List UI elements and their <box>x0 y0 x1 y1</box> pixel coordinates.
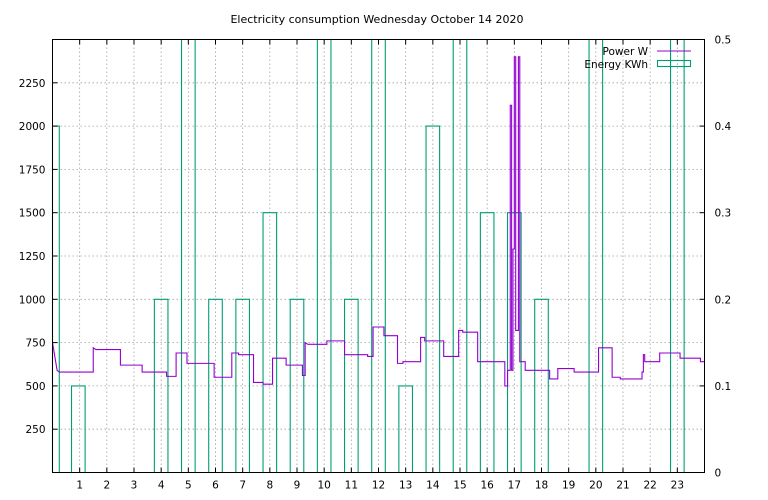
x-tick-label: 14 <box>426 480 440 492</box>
x-tick-label: 5 <box>185 480 192 492</box>
y2-tick-label: 0.1 <box>715 381 732 393</box>
energy-bar <box>343 298 359 473</box>
legend-label-power: Power W <box>603 46 649 58</box>
energy-bar <box>153 298 169 473</box>
energy-bar <box>235 298 251 473</box>
y-tick-label: 1750 <box>19 164 46 176</box>
x-tick-label: 15 <box>453 480 466 492</box>
y-tick-label: 1250 <box>19 251 46 263</box>
x-tick-label: 1 <box>76 480 83 492</box>
y-tick-label: 2250 <box>19 78 46 90</box>
x-tick-label: 10 <box>317 480 330 492</box>
x-tick-label: 21 <box>616 480 629 492</box>
x-tick-label: 4 <box>158 480 165 492</box>
power-line <box>51 56 705 387</box>
energy-bar <box>208 298 223 473</box>
y-tick-label: 1000 <box>19 294 46 306</box>
x-axis-ticks: 1 2 3 4 5 6 7 8 9 10 11 12 13 14 15 16 17 18 19 20 21 22 23 <box>76 39 684 492</box>
x-tick-label: 16 <box>480 480 494 492</box>
y2-tick-label: 0.4 <box>715 121 732 133</box>
grid <box>52 39 705 473</box>
energy-series <box>51 38 685 473</box>
x-tick-label: 2 <box>103 480 110 492</box>
y2-axis-ticks: 0 0.1 0.2 0.3 0.4 0.5 <box>699 35 732 480</box>
energy-bar <box>398 385 414 473</box>
x-tick-label: 7 <box>239 480 246 492</box>
energy-bar <box>289 298 305 473</box>
x-tick-label: 9 <box>294 480 301 492</box>
legend-swatch-energy <box>656 59 692 68</box>
x-tick-label: 22 <box>643 480 656 492</box>
y2-tick-label: 0.5 <box>715 35 732 47</box>
y-tick-label: 250 <box>25 424 45 436</box>
energy-bar <box>70 385 86 473</box>
y2-tick-label: 0.2 <box>715 294 732 306</box>
x-tick-label: 18 <box>535 480 548 492</box>
energy-bar <box>534 298 549 473</box>
x-tick-label: 6 <box>212 480 219 492</box>
y-tick-label: 500 <box>25 381 45 393</box>
x-tick-label: 20 <box>589 480 602 492</box>
chart-title: Electricity consumption Wednesday Octobe… <box>230 13 523 26</box>
y2-tick-label: 0 <box>715 468 722 480</box>
legend-label-energy: Energy KWh <box>584 59 648 71</box>
x-tick-label: 12 <box>372 480 385 492</box>
energy-bar <box>425 125 441 473</box>
y-tick-label: 750 <box>25 338 45 350</box>
x-tick-label: 17 <box>508 480 521 492</box>
y2-tick-label: 0.3 <box>715 208 732 220</box>
x-tick-label: 19 <box>562 480 575 492</box>
x-tick-label: 11 <box>345 480 358 492</box>
x-tick-label: 23 <box>671 480 684 492</box>
x-tick-label: 8 <box>266 480 273 492</box>
x-tick-label: 3 <box>131 480 138 492</box>
y-tick-label: 2000 <box>19 121 46 133</box>
power-series <box>51 56 705 387</box>
x-tick-label: 13 <box>399 480 412 492</box>
y-axis-ticks: 250 500 750 1000 1250 1500 1750 2000 2250 <box>19 78 58 436</box>
energy-bar <box>479 212 495 473</box>
energy-bar <box>262 212 278 473</box>
y-tick-label: 1500 <box>19 208 46 220</box>
legend: Power W Energy KWh <box>584 46 692 71</box>
